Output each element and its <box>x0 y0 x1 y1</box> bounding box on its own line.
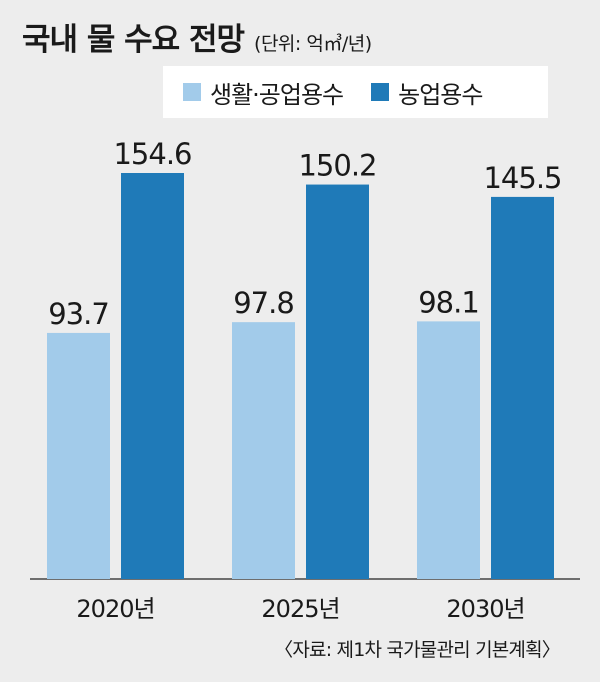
unit-label: (단위: 억㎥/년) <box>254 33 372 55</box>
data-label-agricultural-0: 154.6 <box>113 137 191 171</box>
legend-item-agricultural: 농업용수 <box>371 75 483 110</box>
legend: 생활·공업용수 농업용수 <box>163 66 548 118</box>
bar-agricultural-1 <box>306 184 369 579</box>
chart-header: 국내 물 수요 전망 (단위: 억㎥/년) <box>22 14 372 59</box>
legend-item-residential-industrial: 생활·공업용수 <box>183 75 344 110</box>
chart-title: 국내 물 수요 전망 <box>22 22 245 58</box>
bar-residential-industrial-0 <box>47 332 110 579</box>
bar-residential-industrial-1 <box>232 322 295 579</box>
data-label-residential-industrial-1: 97.8 <box>233 286 294 320</box>
legend-swatch-agricultural <box>371 83 390 101</box>
data-label-agricultural-2: 145.5 <box>483 161 561 195</box>
bar-residential-industrial-2 <box>417 321 480 579</box>
data-label-agricultural-1: 150.2 <box>298 149 376 183</box>
bar-agricultural-2 <box>491 196 554 579</box>
x-tick-label-1: 2025년 <box>261 595 339 623</box>
source-note: 〈자료: 제1차 국가물관리 기본계획〉 <box>274 639 561 661</box>
x-tick-label-2: 2030년 <box>446 595 524 623</box>
x-tick-label-0: 2020년 <box>76 595 154 623</box>
data-label-residential-industrial-2: 98.1 <box>418 285 479 319</box>
legend-swatch-residential-industrial <box>183 83 201 101</box>
legend-label-residential-industrial: 생활·공업용수 <box>210 80 344 109</box>
legend-label-agricultural: 농업용수 <box>398 80 483 109</box>
bar-agricultural-0 <box>121 173 184 579</box>
data-label-residential-industrial-0: 93.7 <box>48 297 109 331</box>
